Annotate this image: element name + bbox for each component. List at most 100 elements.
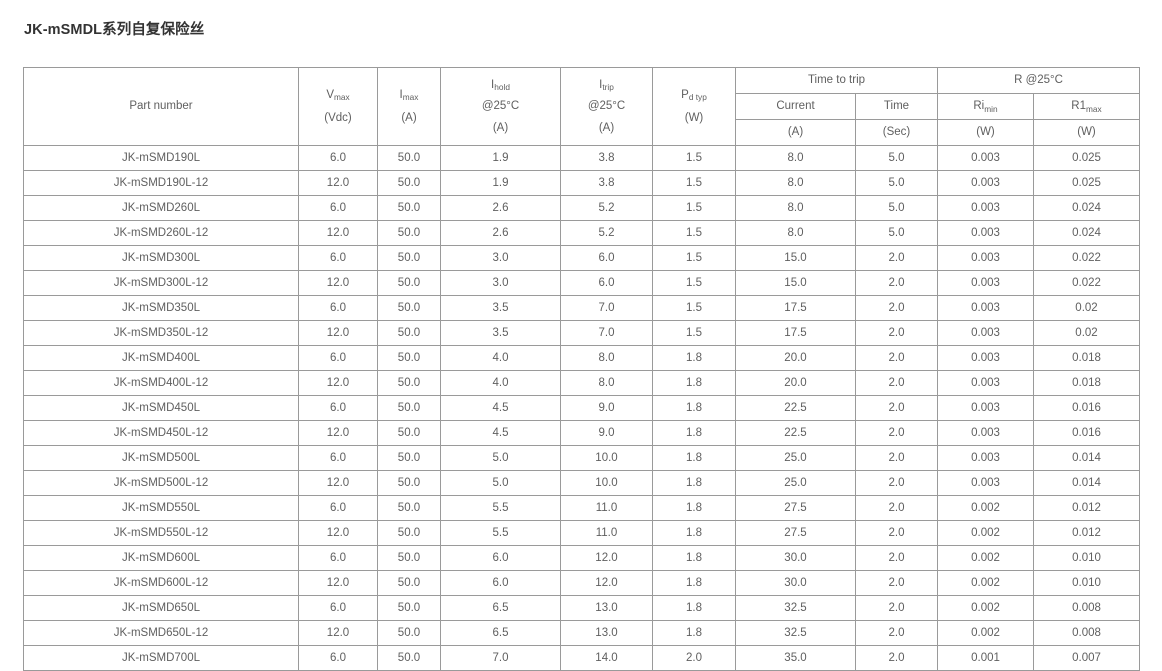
cell-time: 2.0: [855, 320, 938, 346]
cell-current: 20.0: [735, 345, 856, 371]
cell-vmax: 12.0: [298, 470, 378, 496]
cell-itrip: 8.0: [560, 345, 653, 371]
column-header-ihold-symbol: Ihold: [491, 78, 510, 93]
cell-ihold: 3.0: [440, 270, 561, 296]
table-row: JK-mSMD400L 6.0 50.0 4.0 8.0 1.8 20.0 2.0 0.003 0…: [23, 345, 1140, 371]
cell-current: 17.5: [735, 320, 856, 346]
cell-r1_max: 0.022: [1033, 245, 1140, 271]
cell-ihold: 5.0: [440, 470, 561, 496]
cell-r1_max: 0.02: [1033, 320, 1140, 346]
cell-vmax: 6.0: [298, 145, 378, 171]
cell-part_number: JK-mSMD450L-12: [23, 420, 299, 446]
cell-itrip: 11.0: [560, 495, 653, 521]
cell-pd_typ: 1.5: [652, 320, 736, 346]
cell-time: 5.0: [855, 170, 938, 196]
cell-itrip: 9.0: [560, 395, 653, 421]
cell-ihold: 4.5: [440, 420, 561, 446]
cell-r1_max: 0.014: [1033, 445, 1140, 471]
cell-imax: 50.0: [377, 295, 441, 321]
cell-imax: 50.0: [377, 145, 441, 171]
cell-ri_min: 0.003: [937, 295, 1034, 321]
cell-time: 2.0: [855, 370, 938, 396]
column-header-itrip-unit: (A): [598, 121, 615, 134]
cell-current: 32.5: [735, 620, 856, 646]
cell-part_number: JK-mSMD500L: [23, 445, 299, 471]
cell-r1_max: 0.014: [1033, 470, 1140, 496]
cell-time: 2.0: [855, 295, 938, 321]
column-header-pd-typ-symbol: Pd typ: [681, 88, 707, 103]
cell-pd_typ: 1.8: [652, 370, 736, 396]
cell-current: 20.0: [735, 370, 856, 396]
cell-imax: 50.0: [377, 445, 441, 471]
cell-itrip: 5.2: [560, 195, 653, 221]
cell-itrip: 13.0: [560, 595, 653, 621]
cell-itrip: 3.8: [560, 170, 653, 196]
cell-pd_typ: 1.8: [652, 495, 736, 521]
column-unit-time: (Sec): [855, 119, 938, 146]
column-header-pd-typ: Pd typ (W): [652, 67, 736, 146]
cell-vmax: 12.0: [298, 170, 378, 196]
table-row: JK-mSMD450L 6.0 50.0 4.5 9.0 1.8 22.5 2.0 0.003 0…: [23, 395, 1140, 421]
cell-ihold: 1.9: [440, 170, 561, 196]
cell-ri_min: 0.003: [937, 220, 1034, 246]
cell-itrip: 6.0: [560, 245, 653, 271]
cell-vmax: 12.0: [298, 370, 378, 396]
cell-vmax: 12.0: [298, 220, 378, 246]
cell-ihold: 6.5: [440, 595, 561, 621]
table-row: JK-mSMD600L 6.0 50.0 6.0 12.0 1.8 30.0 2.0 0.002…: [23, 545, 1140, 571]
cell-ihold: 6.0: [440, 545, 561, 571]
group-header-r-at-25c: R @25°C: [937, 67, 1140, 94]
cell-imax: 50.0: [377, 195, 441, 221]
cell-ihold: 3.5: [440, 320, 561, 346]
cell-part_number: JK-mSMD350L: [23, 295, 299, 321]
cell-ri_min: 0.002: [937, 520, 1034, 546]
cell-ihold: 4.0: [440, 345, 561, 371]
column-unit-r1-max: (W): [1033, 119, 1140, 146]
cell-ri_min: 0.003: [937, 245, 1034, 271]
cell-vmax: 6.0: [298, 295, 378, 321]
cell-current: 8.0: [735, 195, 856, 221]
cell-pd_typ: 1.5: [652, 145, 736, 171]
cell-vmax: 6.0: [298, 195, 378, 221]
cell-ri_min: 0.003: [937, 170, 1034, 196]
cell-itrip: 5.2: [560, 220, 653, 246]
cell-ihold: 1.9: [440, 145, 561, 171]
cell-ihold: 4.5: [440, 395, 561, 421]
cell-part_number: JK-mSMD550L-12: [23, 520, 299, 546]
cell-ri_min: 0.003: [937, 370, 1034, 396]
table-row: JK-mSMD190L 6.0 50.0 1.9 3.8 1.5 8.0 5.0 0.003 0.…: [23, 145, 1140, 171]
cell-part_number: JK-mSMD190L-12: [23, 170, 299, 196]
cell-part_number: JK-mSMD650L-12: [23, 620, 299, 646]
cell-part_number: JK-mSMD190L: [23, 145, 299, 171]
cell-ihold: 5.5: [440, 495, 561, 521]
cell-ihold: 6.5: [440, 620, 561, 646]
cell-time: 2.0: [855, 345, 938, 371]
cell-part_number: JK-mSMD300L-12: [23, 270, 299, 296]
header-row-units: (A) (Sec) (W) (W): [24, 119, 1140, 146]
cell-vmax: 6.0: [298, 645, 378, 671]
table-row: JK-mSMD400L-12 12.0 50.0 4.0 8.0 1.8 20.0 2.0 0.…: [23, 370, 1140, 396]
cell-imax: 50.0: [377, 420, 441, 446]
cell-r1_max: 0.022: [1033, 270, 1140, 296]
cell-r1_max: 0.018: [1033, 345, 1140, 371]
table-row: JK-mSMD700L 6.0 50.0 7.0 14.0 2.0 35.0 2.0 0.001…: [23, 645, 1140, 671]
column-header-ri-min: Rimin: [937, 93, 1034, 120]
cell-vmax: 6.0: [298, 245, 378, 271]
cell-imax: 50.0: [377, 520, 441, 546]
cell-r1_max: 0.018: [1033, 370, 1140, 396]
cell-itrip: 13.0: [560, 620, 653, 646]
column-unit-current: (A): [735, 119, 856, 146]
cell-ri_min: 0.002: [937, 495, 1034, 521]
cell-time: 2.0: [855, 495, 938, 521]
cell-imax: 50.0: [377, 645, 441, 671]
cell-part_number: JK-mSMD260L-12: [23, 220, 299, 246]
cell-ri_min: 0.003: [937, 445, 1034, 471]
column-header-vmax-unit: (Vdc): [324, 112, 352, 124]
cell-current: 32.5: [735, 595, 856, 621]
cell-itrip: 12.0: [560, 545, 653, 571]
cell-part_number: JK-mSMD260L: [23, 195, 299, 221]
cell-ri_min: 0.001: [937, 645, 1034, 671]
cell-imax: 50.0: [377, 345, 441, 371]
cell-itrip: 12.0: [560, 570, 653, 596]
